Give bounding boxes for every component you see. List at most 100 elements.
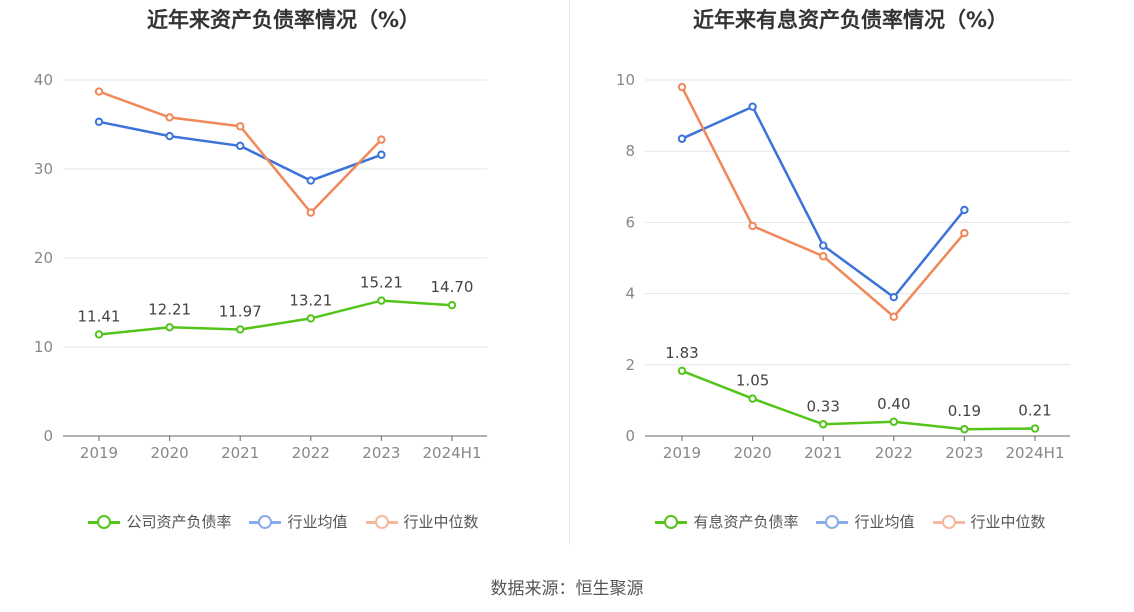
data-point (1030, 424, 1040, 433)
x-tick-label: 2023 (945, 444, 983, 462)
chart-plot-area: 0 2 4 6 8 10 2019 2020 2021 2022 2023 2024H1 1.83 1.0… (616, 71, 1070, 462)
data-label: 12.21 (148, 300, 191, 318)
legend-item[interactable]: 行业均值 (249, 511, 348, 532)
legend-swatch-icon (655, 514, 688, 529)
legend-item[interactable]: 行业中位数 (365, 511, 479, 532)
data-point (236, 325, 245, 334)
data-point (306, 176, 315, 185)
data-label: 14.70 (431, 278, 474, 296)
data-point (165, 323, 174, 332)
y-tick-label: 10 (616, 71, 635, 89)
chart-plot-area: 0 10 20 30 40 2019 2020 2021 2022 2023 2024H1 11.41… (34, 71, 487, 462)
data-point (748, 394, 757, 403)
chart-panel-debt-ratio: 近年来资产负债率情况（%） 0 10 20 30 40 2019 2020 2021 2022 2… (0, 0, 567, 560)
x-tick-label: 2022 (875, 444, 913, 462)
x-tick-label: 2021 (804, 444, 842, 462)
chart-title: 近年来有息资产负债率情况（%） (692, 8, 1009, 32)
series-line (680, 86, 966, 319)
data-point (377, 150, 386, 159)
data-point (819, 241, 828, 250)
chart-panel-interest-debt-ratio: 近年来有息资产负债率情况（%） 0 2 4 6 8 10 2019 2020 2021 2022 2… (567, 0, 1134, 560)
legend-label: 公司资产负债率 (126, 513, 232, 531)
series-line (681, 105, 966, 299)
panel-divider (569, 0, 570, 545)
series-line (98, 120, 382, 182)
data-point (377, 135, 386, 144)
data-point (748, 221, 757, 231)
legend-item[interactable]: 公司资产负债率 (88, 511, 231, 532)
legend-label: 行业中位数 (403, 513, 479, 531)
series-line (98, 90, 383, 215)
data-label: 11.97 (219, 302, 262, 320)
data-label: 11.41 (78, 307, 121, 325)
data-point (677, 134, 687, 143)
chart-legend: 公司资产负债率 行业均值 行业中位数 (0, 511, 567, 532)
legend-swatch-icon (932, 514, 965, 529)
data-point (377, 296, 386, 305)
legend-item[interactable]: 行业均值 (816, 511, 915, 532)
series-line (98, 299, 453, 336)
y-tick-label: 20 (34, 249, 53, 267)
data-label: 0.21 (1018, 402, 1051, 420)
data-point (889, 417, 898, 426)
legend-label: 行业中位数 (970, 513, 1046, 531)
data-label: 0.19 (948, 402, 981, 420)
data-point (165, 131, 174, 141)
data-point (236, 141, 245, 151)
data-point (960, 205, 969, 215)
x-tick-label: 2024H1 (1006, 444, 1065, 462)
data-point (165, 113, 174, 122)
legend-label: 有息资产负债率 (693, 513, 799, 531)
series-line (681, 369, 1036, 431)
y-tick-label: 10 (34, 338, 53, 356)
y-tick-label: 30 (34, 160, 53, 178)
data-point (960, 425, 969, 434)
data-label: 1.83 (665, 344, 698, 362)
data-point (94, 87, 104, 96)
data-point (306, 314, 315, 323)
x-tick-label: 2019 (80, 444, 118, 462)
x-tick-label: 2021 (221, 444, 259, 462)
legend-swatch-icon (249, 514, 282, 529)
data-label: 15.21 (360, 274, 403, 292)
x-tick-label: 2019 (663, 444, 701, 462)
data-point (306, 208, 315, 217)
legend-item[interactable]: 有息资产负债率 (655, 511, 798, 532)
chart-legend: 有息资产负债率 行业均值 行业中位数 (567, 511, 1134, 532)
data-point (819, 420, 828, 429)
data-point (94, 117, 104, 127)
legend-label: 行业均值 (287, 513, 348, 531)
y-tick-label: 8 (625, 142, 635, 160)
data-point (819, 252, 828, 261)
x-tick-label: 2024H1 (423, 444, 482, 462)
x-tick-label: 2020 (151, 444, 189, 462)
chart-title: 近年来资产负债率情况（%） (146, 8, 421, 32)
y-tick-label: 0 (43, 427, 53, 445)
data-point (889, 292, 898, 302)
data-point (677, 82, 687, 92)
x-tick-label: 2020 (734, 444, 772, 462)
x-tick-label: 2023 (362, 444, 400, 462)
legend-item[interactable]: 行业中位数 (932, 511, 1046, 532)
data-label: 0.40 (877, 395, 910, 413)
data-label: 0.33 (806, 397, 839, 415)
y-tick-label: 6 (625, 213, 635, 231)
y-tick-label: 4 (625, 285, 635, 303)
x-tick-label: 2022 (292, 444, 330, 462)
data-point (447, 300, 457, 310)
data-label: 13.21 (289, 291, 332, 309)
data-point (677, 366, 687, 376)
y-tick-label: 0 (625, 427, 635, 445)
data-point (236, 122, 245, 131)
data-point (748, 102, 757, 111)
legend-swatch-icon (816, 514, 849, 529)
data-point (960, 228, 969, 238)
data-label: 1.05 (736, 372, 769, 390)
data-point (94, 330, 104, 339)
y-tick-label: 2 (625, 356, 635, 374)
legend-label: 行业均值 (854, 513, 915, 531)
y-tick-label: 40 (34, 71, 53, 89)
data-source-note: 数据来源：恒生聚源 (490, 579, 644, 599)
legend-swatch-icon (365, 514, 398, 529)
legend-swatch-icon (88, 514, 121, 529)
